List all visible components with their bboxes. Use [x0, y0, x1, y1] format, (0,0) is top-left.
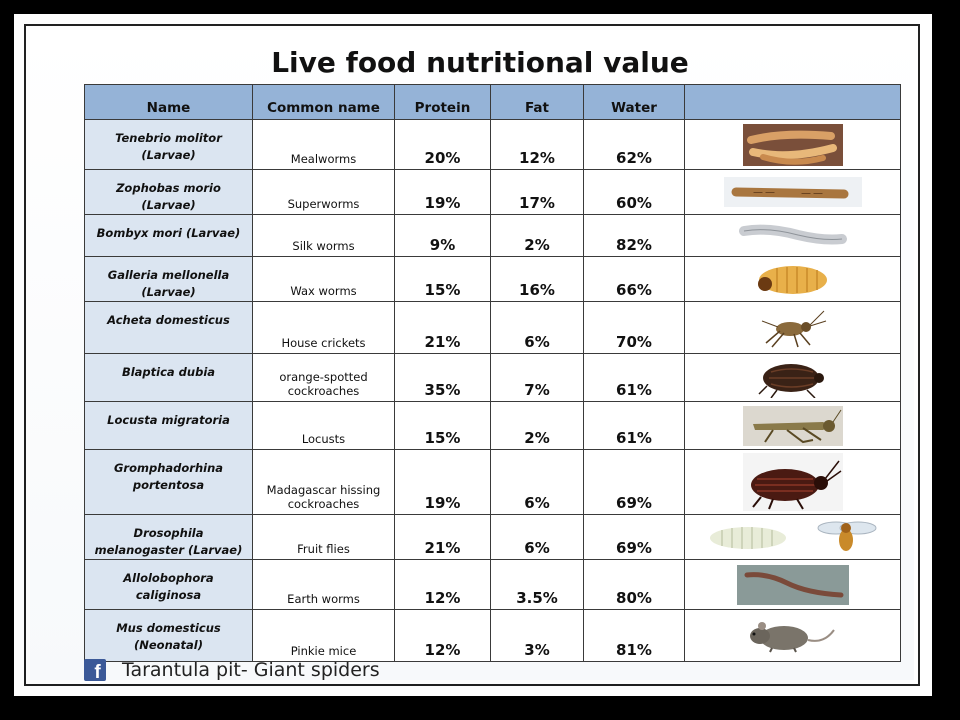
- common-name: Pinkie mice: [252, 609, 395, 662]
- fruit-fly-image: [709, 521, 876, 551]
- fat-value: 17%: [490, 169, 584, 215]
- common-name: Fruit flies: [252, 514, 395, 560]
- common-name: orange-spotted cockroaches: [252, 353, 395, 402]
- fat-value: 16%: [490, 256, 584, 302]
- species-name: Mus domesticus (Neonatal): [84, 609, 253, 662]
- water-value: 60%: [583, 169, 685, 215]
- header-image: [684, 84, 901, 120]
- protein-value: 12%: [394, 609, 491, 662]
- common-name: Silk worms: [252, 214, 395, 257]
- species-name: Drosophila melanogaster (Larvae): [84, 514, 253, 560]
- protein-value: 9%: [394, 214, 491, 257]
- water-value: 61%: [583, 353, 685, 402]
- table-row: Allolobophora caliginosa Earth worms 12%…: [84, 559, 901, 610]
- fat-value: 12%: [490, 119, 584, 170]
- water-value: 69%: [583, 514, 685, 560]
- common-name: House crickets: [252, 301, 395, 354]
- water-value: 62%: [583, 119, 685, 170]
- table-row: Acheta domesticus House crickets 21% 6% …: [84, 301, 901, 354]
- header-common-name: Common name: [252, 84, 395, 120]
- locust-image: [742, 405, 843, 446]
- header-name: Name: [84, 84, 253, 120]
- footer: f Tarantula pit- Giant spiders: [84, 658, 380, 682]
- water-value: 66%: [583, 256, 685, 302]
- table-row: Galleria mellonella (Larvae) Wax worms 1…: [84, 256, 901, 302]
- table-row: Mus domesticus (Neonatal) Pinkie mice 12…: [84, 609, 901, 662]
- water-value: 81%: [583, 609, 685, 662]
- common-name: Locusts: [252, 401, 395, 450]
- water-value: 80%: [583, 559, 685, 610]
- footer-text: Tarantula pit- Giant spiders: [122, 659, 380, 681]
- species-name: Zophobas morio (Larvae): [84, 169, 253, 215]
- earthworm-image: [736, 564, 849, 605]
- silkworm-image: [738, 224, 847, 244]
- species-name: Galleria mellonella (Larvae): [84, 256, 253, 302]
- protein-value: 21%: [394, 514, 491, 560]
- nutrition-table: Name Common name Protein Fat Water Teneb…: [84, 84, 901, 662]
- common-name: Wax worms: [252, 256, 395, 302]
- species-name: Locusta migratoria: [84, 401, 253, 450]
- fat-value: 6%: [490, 301, 584, 354]
- header-water: Water: [583, 84, 685, 120]
- fat-value: 6%: [490, 514, 584, 560]
- table-row: Tenebrio molitor (Larvae) Mealworms 20% …: [84, 119, 901, 170]
- pinkie-mouse-image: [749, 621, 835, 652]
- header-protein: Protein: [394, 84, 491, 120]
- fat-value: 3%: [490, 609, 584, 662]
- protein-value: 21%: [394, 301, 491, 354]
- table-row: Zophobas morio (Larvae) Superworms 19% 1…: [84, 169, 901, 215]
- facebook-icon[interactable]: f: [84, 659, 106, 681]
- header-fat: Fat: [490, 84, 584, 120]
- fat-value: 6%: [490, 449, 584, 515]
- common-name: Mealworms: [252, 119, 395, 170]
- fat-value: 7%: [490, 353, 584, 402]
- protein-value: 20%: [394, 119, 491, 170]
- species-name: Blaptica dubia: [84, 353, 253, 402]
- fat-value: 3.5%: [490, 559, 584, 610]
- water-value: 70%: [583, 301, 685, 354]
- cricket-image: [761, 310, 826, 347]
- protein-value: 15%: [394, 256, 491, 302]
- species-name: Gromphadorhina portentosa: [84, 449, 253, 515]
- water-value: 61%: [583, 401, 685, 450]
- protein-value: 12%: [394, 559, 491, 610]
- protein-value: 19%: [394, 449, 491, 515]
- common-name: Earth worms: [252, 559, 395, 610]
- table-row: Gromphadorhina portentosa Madagascar his…: [84, 449, 901, 515]
- species-name: Tenebrio molitor (Larvae): [84, 119, 253, 170]
- species-name: Allolobophora caliginosa: [84, 559, 253, 610]
- protein-value: 15%: [394, 401, 491, 450]
- hissing-roach-image: [742, 453, 843, 511]
- protein-value: 35%: [394, 353, 491, 402]
- mealworm-image: [742, 123, 843, 166]
- dubia-roach-image: [757, 363, 824, 398]
- superworm-image: [723, 177, 862, 207]
- water-value: 82%: [583, 214, 685, 257]
- table-header-row: Name Common name Protein Fat Water: [84, 84, 901, 120]
- inner-frame-line: [24, 24, 920, 686]
- species-name: Acheta domesticus: [84, 301, 253, 354]
- waxworm-image: [757, 266, 827, 294]
- table-row: Bombyx mori (Larvae) Silk worms 9% 2% 82…: [84, 214, 901, 257]
- water-value: 69%: [583, 449, 685, 515]
- table-row: Drosophila melanogaster (Larvae) Fruit f…: [84, 514, 901, 560]
- species-name: Bombyx mori (Larvae): [84, 214, 253, 257]
- protein-value: 19%: [394, 169, 491, 215]
- fat-value: 2%: [490, 401, 584, 450]
- common-name: Madagascar hissing cockroaches: [252, 449, 395, 515]
- common-name: Superworms: [252, 169, 395, 215]
- page-title: Live food nutritional value: [271, 46, 689, 79]
- fat-value: 2%: [490, 214, 584, 257]
- table-row: Locusta migratoria Locusts 15% 2% 61%: [84, 401, 901, 450]
- table-row: Blaptica dubia orange-spotted cockroache…: [84, 353, 901, 402]
